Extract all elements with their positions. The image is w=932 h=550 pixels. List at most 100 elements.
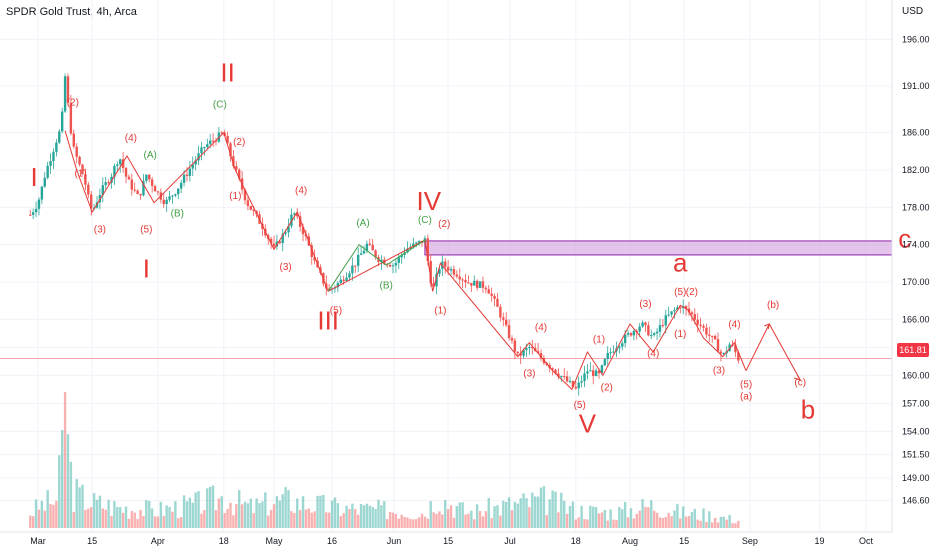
candle-body — [737, 352, 740, 361]
candle-body — [362, 250, 366, 254]
volume-bar — [690, 512, 694, 528]
candle-body — [623, 334, 627, 344]
volume-bar — [43, 510, 46, 528]
y-tick-label: 196.00 — [902, 34, 930, 44]
wave-label: (B) — [171, 209, 184, 220]
volume-bar — [684, 516, 688, 528]
candle-body — [574, 386, 578, 389]
volume-bar — [174, 501, 177, 528]
candle-body — [124, 167, 128, 177]
volume-bar — [458, 502, 461, 528]
wave-label: (1) — [593, 335, 605, 346]
volume-bar — [46, 490, 49, 528]
volume-bar — [650, 500, 653, 528]
volume-bar — [652, 510, 656, 528]
candle-body — [626, 333, 630, 335]
volume-bar — [368, 505, 371, 528]
candle-body — [293, 213, 296, 215]
volume-bar — [229, 502, 232, 528]
volume-bar — [493, 506, 496, 528]
volume-bar — [571, 501, 575, 528]
volume-bar — [40, 500, 44, 528]
volume-bar — [533, 496, 537, 528]
volume-bar — [92, 493, 96, 528]
volume-bar — [708, 511, 711, 528]
volume-bar — [258, 503, 261, 528]
volume-bar — [206, 488, 209, 528]
candle-body — [699, 324, 702, 326]
volume-bar — [487, 498, 490, 528]
candle-body — [734, 344, 737, 353]
candle-body — [464, 279, 467, 283]
volume-bar — [554, 491, 557, 528]
volume-bar — [626, 517, 630, 528]
candle-body — [37, 199, 41, 209]
volume-bar — [293, 513, 296, 528]
candle-body — [667, 314, 670, 316]
x-tick-label: Apr — [151, 536, 165, 546]
volume-bar — [737, 520, 740, 528]
candle-body — [365, 243, 369, 251]
candle-body — [359, 253, 363, 255]
volume-bar — [519, 498, 522, 528]
candle-body — [232, 156, 235, 167]
candle-body — [185, 174, 189, 176]
volume-bar — [641, 499, 644, 528]
x-tick-label: 15 — [679, 536, 689, 546]
volume-bar — [516, 503, 519, 528]
candle-body — [191, 164, 194, 169]
volume-bar — [275, 496, 279, 528]
volume-bar — [507, 497, 511, 528]
volume-bar — [673, 510, 676, 528]
candle-body — [708, 334, 711, 336]
candle-body — [269, 238, 273, 244]
candle-body — [81, 164, 84, 175]
volume-bar — [719, 516, 723, 528]
volume-bar — [499, 515, 502, 528]
volume-bar — [127, 518, 131, 528]
projection-arrow — [794, 374, 801, 381]
volume-bar — [325, 512, 328, 528]
candle-body — [43, 177, 46, 187]
candle-body — [368, 243, 371, 245]
volume-bar — [284, 487, 287, 528]
volume-bar — [116, 507, 119, 528]
volume-bar — [412, 519, 415, 528]
candle-body — [63, 76, 67, 112]
wave-label: (3) — [639, 299, 651, 310]
resistance-zone-rect — [424, 240, 893, 256]
volume-bar — [496, 505, 499, 528]
volume-bar — [711, 522, 714, 528]
volume-bar — [339, 516, 342, 528]
volume-bar — [504, 501, 508, 528]
candle-body — [632, 330, 636, 336]
x-tick-label: 18 — [219, 536, 229, 546]
volume-bar — [400, 514, 403, 528]
volume-bar — [66, 434, 70, 528]
candle-body — [400, 254, 403, 258]
volume-bar — [87, 508, 90, 528]
candle-body — [528, 346, 531, 349]
volume-bar — [731, 523, 734, 528]
candle-body — [243, 189, 247, 201]
candle-body — [31, 212, 35, 215]
volume-bar — [676, 503, 679, 528]
candle-body — [412, 243, 415, 248]
wave-label: c — [898, 223, 911, 253]
volume-bar — [426, 518, 430, 528]
wave-label: (4) — [728, 320, 740, 331]
volume-bar — [603, 510, 607, 528]
volume-bar — [522, 493, 525, 528]
volume-bar — [478, 511, 482, 528]
volume-bar — [467, 513, 470, 528]
wave-label: (3) — [280, 262, 292, 273]
candle-body — [107, 182, 110, 184]
candle-body — [290, 214, 293, 227]
candle-body — [504, 319, 508, 326]
volume-bar — [232, 515, 235, 528]
volume-bar — [423, 516, 427, 528]
volume-bar — [72, 511, 75, 528]
candle-body — [119, 159, 122, 165]
candle-body — [655, 331, 659, 334]
